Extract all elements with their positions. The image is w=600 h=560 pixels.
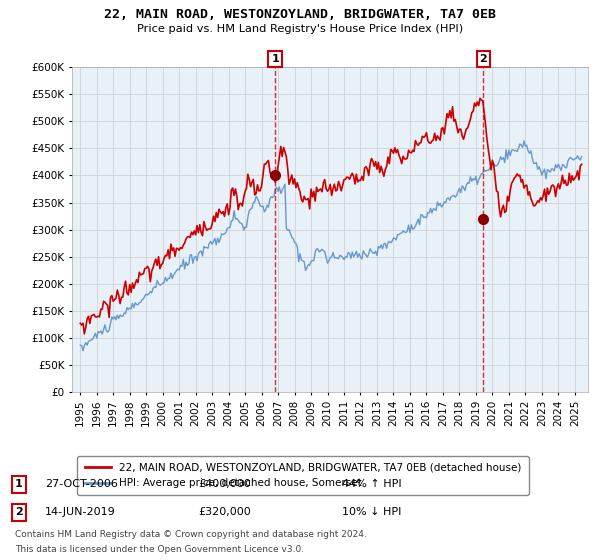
Text: This data is licensed under the Open Government Licence v3.0.: This data is licensed under the Open Gov…	[15, 545, 304, 554]
Text: £320,000: £320,000	[198, 507, 251, 517]
Text: 10% ↓ HPI: 10% ↓ HPI	[342, 507, 401, 517]
Text: 27-OCT-2006: 27-OCT-2006	[45, 479, 118, 489]
Text: Contains HM Land Registry data © Crown copyright and database right 2024.: Contains HM Land Registry data © Crown c…	[15, 530, 367, 539]
Legend: 22, MAIN ROAD, WESTONZOYLAND, BRIDGWATER, TA7 0EB (detached house), HPI: Average: 22, MAIN ROAD, WESTONZOYLAND, BRIDGWATER…	[77, 456, 529, 496]
Text: 44% ↑ HPI: 44% ↑ HPI	[342, 479, 401, 489]
Text: 2: 2	[15, 507, 23, 517]
Text: 14-JUN-2019: 14-JUN-2019	[45, 507, 116, 517]
Text: 1: 1	[271, 54, 279, 64]
Text: 1: 1	[15, 479, 23, 489]
Text: £400,000: £400,000	[198, 479, 251, 489]
Text: 2: 2	[479, 54, 487, 64]
Text: 22, MAIN ROAD, WESTONZOYLAND, BRIDGWATER, TA7 0EB: 22, MAIN ROAD, WESTONZOYLAND, BRIDGWATER…	[104, 8, 496, 21]
Text: Price paid vs. HM Land Registry's House Price Index (HPI): Price paid vs. HM Land Registry's House …	[137, 24, 463, 34]
